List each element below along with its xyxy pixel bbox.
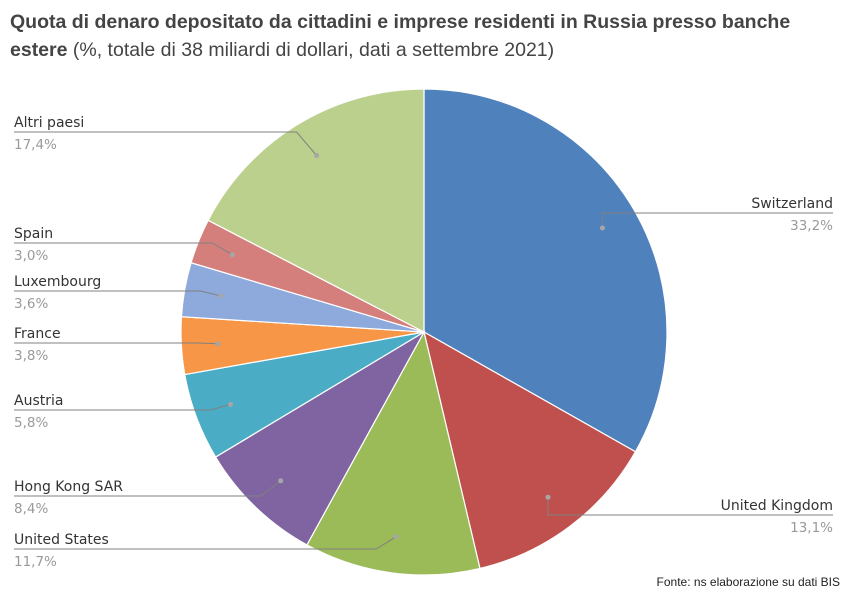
pie-labels: Switzerland 33,2% United Kingdom 13,1% Unite… [14,115,833,570]
chart-title: Quota di denaro depositato da cittadini … [10,8,840,64]
leader-line-france [14,342,218,345]
slice-value-altri-paesi: 17,4% [14,137,57,153]
leader-dot-spain [229,252,235,258]
leader-line-altri-paesi [14,131,317,156]
slice-value-france: 3,8% [14,348,48,364]
slice-label-france: France [14,326,61,342]
pie-slice-united-states [306,330,481,576]
leader-line-spain [14,242,233,256]
source-note: Fonte: ns elaborazione su dati BIS [656,575,840,589]
slice-label-luxembourg: Luxembourg [14,274,101,290]
slice-value-switzerland: 33,2% [790,218,833,234]
slice-label-spain: Spain [14,226,53,242]
leader-line-austria [14,403,231,411]
pie-slice-united-kingdom [423,330,637,570]
slice-value-luxembourg: 3,6% [14,296,48,312]
slice-label-hong-kong-sar: Hong Kong SAR [14,479,123,495]
slice-label-switzerland: Switzerland [751,196,833,212]
leader-dot-united-kingdom [545,494,551,500]
leader-dot-switzerland [599,225,605,231]
leader-dot-hong-kong-sar [278,478,284,484]
slice-value-united-kingdom: 13,1% [790,520,833,536]
pie-slice-altri-paesi [207,88,425,333]
slice-value-spain: 3,0% [14,248,48,264]
slice-value-austria: 5,8% [14,415,48,431]
leader-line-united-states [14,536,397,550]
slice-label-united-kingdom: United Kingdom [721,498,833,514]
leader-line-switzerland [601,212,833,228]
leader-line-united-kingdom [547,497,833,516]
leader-line-luxembourg [14,290,221,297]
chart-title-subtitle: (%, totale di 38 miliardi di dollari, da… [72,39,555,61]
leader-dot-luxembourg [218,293,224,299]
chart-title-main: Quota di denaro depositato da cittadini … [10,11,791,61]
pie-slices [180,88,668,576]
slice-value-hong-kong-sar: 8,4% [14,501,48,517]
slice-label-austria: Austria [14,393,63,409]
leader-dot-austria [228,401,234,407]
slice-value-united-states: 11,7% [14,554,57,570]
pie-slice-hong-kong-sar [214,330,426,546]
pie-slice-switzerland [423,88,668,453]
leader-dot-united-states [393,534,399,540]
leader-dot-altri-paesi [314,153,320,158]
leader-dot-france [215,341,221,347]
slice-label-altri-paesi: Altri paesi [14,115,84,131]
slice-label-united-states: United States [14,532,109,548]
leader-line-hong-kong-sar [14,480,282,497]
